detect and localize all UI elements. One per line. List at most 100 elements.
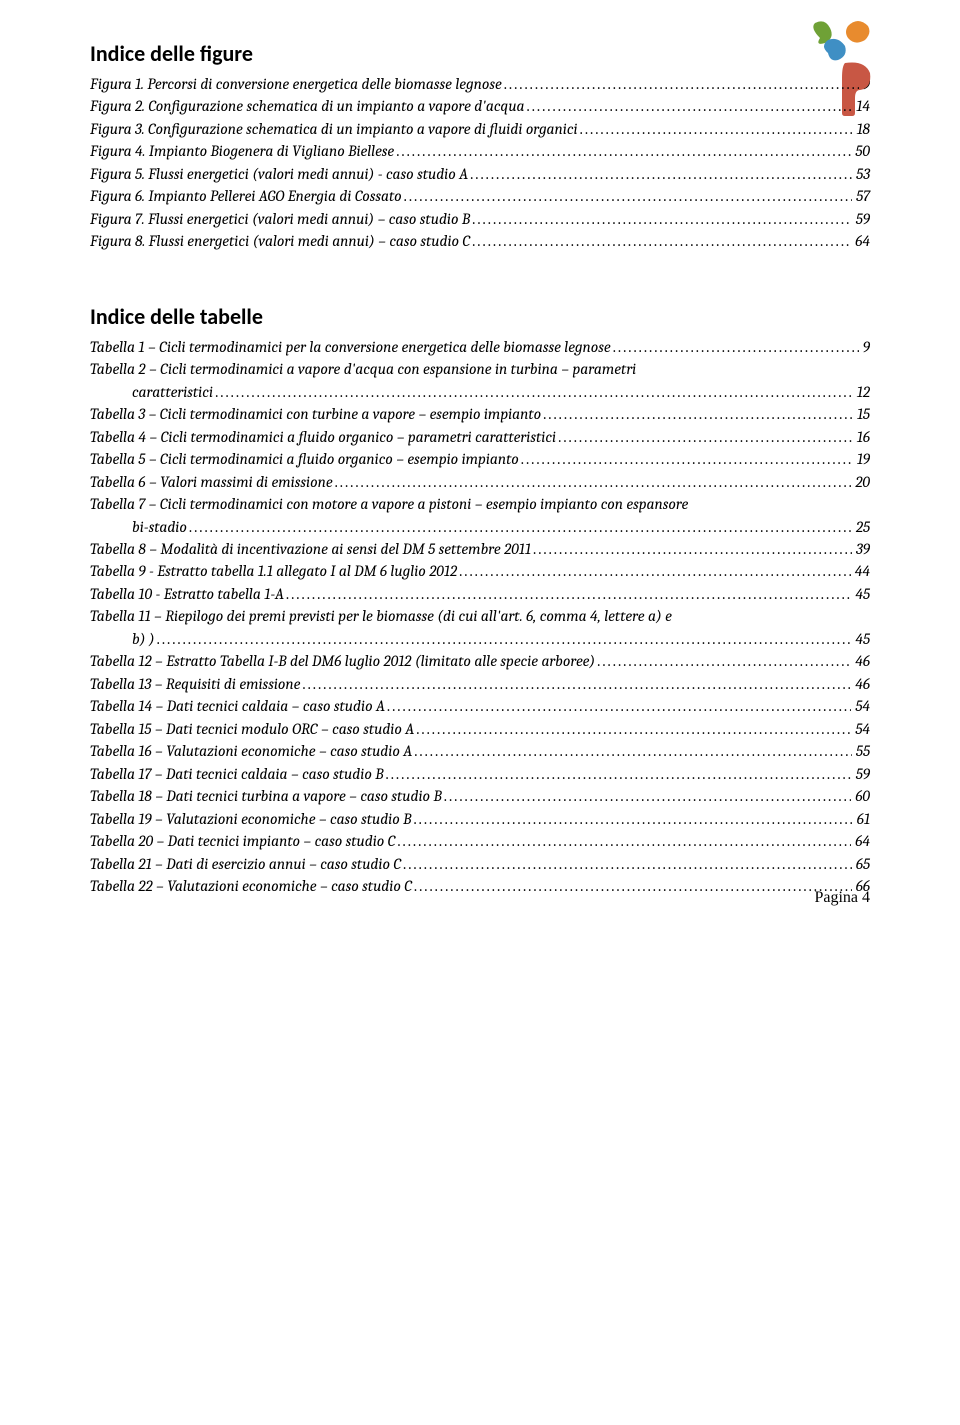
toc-entry-page: 54: [853, 695, 870, 717]
toc-entry: Figura 6. Impianto Pellerei AGO Energia …: [90, 185, 870, 207]
toc-entry-continuation: bi-stadio25: [90, 516, 870, 538]
toc-entry-page: 15: [855, 403, 870, 425]
toc-entry-label: Tabella 4 – Cicli termodinamici a fluido…: [90, 426, 556, 448]
toc-entry: Tabella 6 – Valori massimi di emissione 2…: [90, 471, 870, 493]
toc-entry: Tabella 1 – Cicli termodinamici per la c…: [90, 336, 870, 358]
toc-entry-label: Tabella 13 – Requisiti di emissione: [90, 673, 300, 695]
toc-entry-label: Figura 4. Impianto Biogenera di Vigliano…: [90, 140, 394, 162]
toc-leader: [580, 118, 853, 140]
page-number: Pagina 4: [814, 889, 870, 907]
toc-entry-label: Tabella 18 – Dati tecnici turbina a vapo…: [90, 785, 442, 807]
toc-leader: [504, 73, 859, 95]
toc-leader: [396, 140, 851, 162]
toc-entry-label: Tabella 3 – Cicli termodinamici con turb…: [90, 403, 541, 425]
toc-entry-label: Tabella 16 – Valutazioni economiche – ca…: [90, 740, 412, 762]
toc-entry-label: Figura 3. Configurazione schematica di u…: [90, 118, 578, 140]
toc-leader: [533, 538, 852, 560]
toc-entry: Tabella 11 – Riepilogo dei premi previst…: [90, 605, 870, 627]
toc-leader: [521, 448, 853, 470]
toc-entry: Figura 7. Flussi energetici (valori medi…: [90, 208, 870, 230]
toc-entry-label: Figura 1. Percorsi di conversione energe…: [90, 73, 502, 95]
toc-entry-page: 9: [861, 336, 870, 358]
tables-heading: Indice delle tabelle: [90, 303, 870, 330]
toc-leader: [386, 763, 852, 785]
toc-entry: Tabella 3 – Cicli termodinamici con turb…: [90, 403, 870, 425]
toc-entry-page: 54: [853, 718, 870, 740]
toc-entry-page: 53: [854, 163, 870, 185]
toc-entry-page: 50: [853, 140, 870, 162]
toc-entry: Tabella 2 – Cicli termodinamici a vapore…: [90, 358, 870, 380]
toc-entry-page: 39: [854, 538, 870, 560]
toc-entry-page: 45: [853, 628, 870, 650]
toc-leader: [414, 875, 852, 897]
toc-entry-page: 64: [853, 230, 870, 252]
toc-entry-continuation: b) )45: [90, 628, 870, 650]
toc-entry-page: 20: [853, 471, 870, 493]
toc-leader: [397, 830, 851, 852]
toc-entry-page: 57: [854, 185, 870, 207]
toc-entry-label: Tabella 8 – Modalità di incentivazione a…: [90, 538, 531, 560]
toc-entry-label: Figura 6. Impianto Pellerei AGO Energia …: [90, 185, 402, 207]
toc-leader: [414, 740, 852, 762]
toc-leader: [613, 336, 859, 358]
toc-entry-label: Figura 7. Flussi energetici (valori medi…: [90, 208, 470, 230]
toc-leader: [527, 95, 853, 117]
toc-entry: Tabella 14 – Dati tecnici caldaia – caso…: [90, 695, 870, 717]
toc-leader: [597, 650, 851, 672]
toc-leader: [215, 381, 853, 403]
figures-toc: Figura 1. Percorsi di conversione energe…: [90, 73, 870, 253]
toc-leader: [472, 208, 852, 230]
toc-entry: Tabella 18 – Dati tecnici turbina a vapo…: [90, 785, 870, 807]
toc-entry: Tabella 17 – Dati tecnici caldaia – caso…: [90, 763, 870, 785]
toc-entry: Tabella 7 – Cicli termodinamici con moto…: [90, 493, 870, 515]
toc-entry-page: 25: [854, 516, 870, 538]
toc-leader: [416, 718, 851, 740]
toc-leader: [543, 403, 853, 425]
toc-entry-page: 60: [853, 785, 870, 807]
toc-entry-label: Tabella 11 – Riepilogo dei premi previst…: [90, 605, 672, 627]
toc-entry: Figura 1. Percorsi di conversione energe…: [90, 73, 870, 95]
toc-entry-page: 55: [854, 740, 870, 762]
toc-entry-label: Tabella 7 – Cicli termodinamici con moto…: [90, 493, 688, 515]
toc-leader: [387, 695, 851, 717]
toc-entry-page: 59: [854, 208, 870, 230]
toc-leader: [459, 560, 851, 582]
figures-heading: Indice delle figure: [90, 40, 870, 67]
toc-entry-label: Tabella 17 – Dati tecnici caldaia – caso…: [90, 763, 384, 785]
toc-entry: Figura 2. Configurazione schematica di u…: [90, 95, 870, 117]
toc-leader: [335, 471, 852, 493]
toc-entry-label: Tabella 19 – Valutazioni economiche – ca…: [90, 808, 411, 830]
toc-entry: Tabella 13 – Requisiti di emissione46: [90, 673, 870, 695]
toc-entry: Tabella 19 – Valutazioni economiche – ca…: [90, 808, 870, 830]
toc-leader: [472, 230, 851, 252]
toc-entry-label: Tabella 21 – Dati di esercizio annui – c…: [90, 853, 401, 875]
toc-entry: Figura 4. Impianto Biogenera di Vigliano…: [90, 140, 870, 162]
toc-entry-continuation: caratteristici12: [90, 381, 870, 403]
toc-entry-page: 19: [855, 448, 870, 470]
toc-entry-label: Tabella 5 – Cicli termodinamici a fluido…: [90, 448, 519, 470]
toc-entry-label: Tabella 9 - Estratto tabella 1.1 allegat…: [90, 560, 457, 582]
toc-leader: [404, 185, 852, 207]
toc-entry-label: Tabella 6 – Valori massimi di emissione: [90, 471, 333, 493]
toc-entry-label: Tabella 1 – Cicli termodinamici per la c…: [90, 336, 611, 358]
toc-entry-label: Tabella 22 – Valutazioni economiche – ca…: [90, 875, 412, 897]
toc-entry-label: Tabella 15 – Dati tecnici modulo ORC – c…: [90, 718, 414, 740]
toc-entry-label: Tabella 12 – Estratto Tabella I-B del DM…: [90, 650, 595, 672]
toc-entry-label: caratteristici: [132, 381, 213, 403]
toc-leader: [302, 673, 851, 695]
toc-entry-page: 16: [855, 426, 870, 448]
toc-entry: Tabella 15 – Dati tecnici modulo ORC – c…: [90, 718, 870, 740]
toc-entry-page: 61: [855, 808, 870, 830]
toc-entry-page: 18: [855, 118, 870, 140]
toc-entry: Tabella 10 - Estratto tabella 1-A45: [90, 583, 870, 605]
toc-entry-label: Figura 8. Flussi energetici (valori medi…: [90, 230, 470, 252]
toc-entry-page: 46: [853, 650, 870, 672]
toc-leader: [558, 426, 853, 448]
toc-leader: [444, 785, 852, 807]
toc-entry: Tabella 20 – Dati tecnici impianto – cas…: [90, 830, 870, 852]
toc-entry: Tabella 21 – Dati di esercizio annui – c…: [90, 853, 870, 875]
toc-entry-label: Figura 2. Configurazione schematica di u…: [90, 95, 525, 117]
toc-entry-label: Tabella 2 – Cicli termodinamici a vapore…: [90, 358, 636, 380]
toc-leader: [286, 583, 851, 605]
toc-entry: Tabella 8 – Modalità di incentivazione a…: [90, 538, 870, 560]
